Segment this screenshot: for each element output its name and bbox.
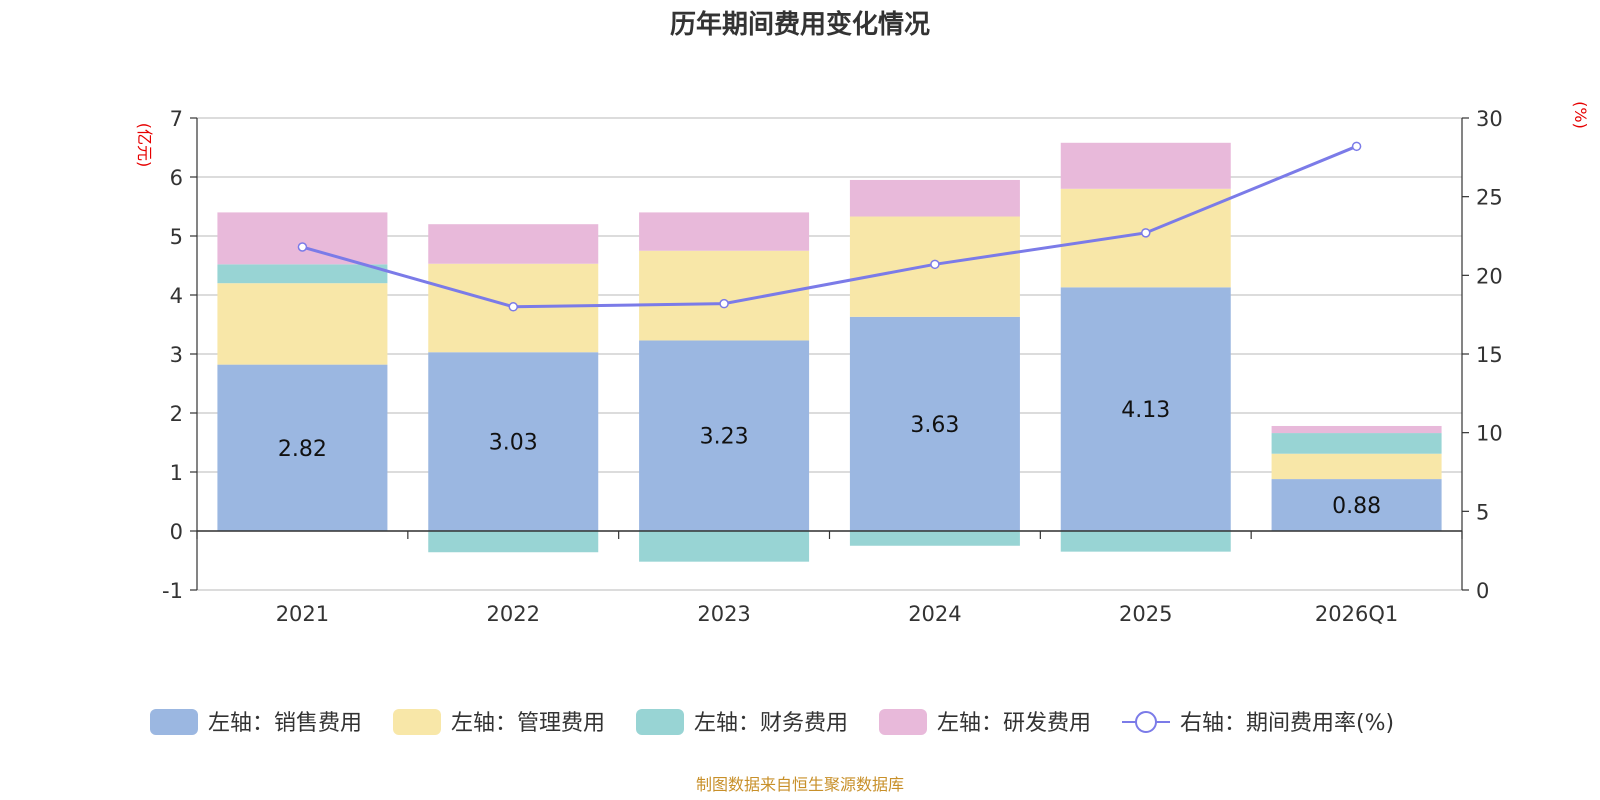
- bar-2026Q1-series-1: [1271, 453, 1442, 480]
- rate-point-2026Q1: [1351, 141, 1362, 152]
- bar-2026Q1-series-2: [1271, 433, 1442, 454]
- x-tick-label-2022: 2022: [487, 602, 540, 626]
- bar-2026Q1-series-3: [1271, 425, 1442, 434]
- x-tick-label-2026Q1: 2026Q1: [1315, 602, 1398, 626]
- right-tick-label-0: 0: [1476, 579, 1489, 603]
- legend-item-2: 左轴：财务费用: [636, 709, 848, 736]
- bar-2023-series-1: [639, 250, 810, 341]
- bar-2022-series-0: [428, 352, 599, 531]
- legend-label: 左轴：管理费用: [451, 711, 605, 736]
- right-tick-label-30: 30: [1476, 107, 1503, 131]
- bar-2026Q1-series-0: [1271, 479, 1442, 531]
- chart-title: 历年期间费用变化情况: [670, 9, 930, 40]
- left-tick-label-1: 1: [170, 461, 183, 485]
- left-tick-label-4: 4: [170, 284, 183, 308]
- bar-2025-series-0: [1060, 287, 1231, 531]
- data-label-2021: 2.82: [278, 437, 327, 462]
- legend-circle-marker: [1135, 711, 1157, 733]
- legend-swatch: [879, 709, 927, 735]
- source-note: 制图数据来自恒生聚源数据库: [696, 775, 904, 794]
- legend-item-0: 左轴：销售费用: [150, 709, 362, 736]
- left-tick-label--1: -1: [162, 579, 183, 603]
- bar-2021-series-0: [217, 364, 388, 531]
- legend-label: 左轴：财务费用: [694, 711, 848, 736]
- left-tick-label-0: 0: [170, 520, 183, 544]
- right-tick-label-10: 10: [1476, 422, 1503, 446]
- legend-label: 左轴：研发费用: [937, 711, 1091, 736]
- left-tick-label-6: 6: [170, 166, 183, 190]
- bar-2022-series-2: [428, 531, 599, 553]
- bar-2023-series-0: [639, 340, 810, 531]
- x-tick-label-2023: 2023: [697, 602, 750, 626]
- bar-2022-series-3: [428, 224, 599, 264]
- left-tick-label-5: 5: [170, 225, 183, 249]
- right-axis-unit: (%): [1571, 101, 1590, 129]
- data-label-2024: 3.63: [910, 413, 959, 438]
- legend: 左轴：销售费用 左轴：管理费用 左轴：财务费用 左轴：研发费用 右轴：期间费用率(%): [150, 709, 1394, 736]
- legend-label: 右轴：期间费用率(%): [1180, 711, 1394, 736]
- right-tick-label-5: 5: [1476, 500, 1489, 524]
- rate-point-2025: [1141, 228, 1151, 238]
- x-tick-label-2021: 2021: [276, 602, 329, 626]
- bar-2021-series-3: [217, 212, 388, 265]
- bar-2024-series-3: [849, 179, 1020, 217]
- data-label-2023: 3.23: [700, 425, 749, 450]
- legend-item-3: 左轴：研发费用: [879, 709, 1091, 736]
- data-labels: 2.82 3.03 3.23 3.63 4.13 0.88: [278, 398, 1381, 519]
- legend-swatch: [150, 709, 198, 735]
- rate-point-2024: [930, 259, 940, 270]
- bar-2021-series-2: [217, 264, 388, 284]
- x-tick-label-2024: 2024: [908, 602, 961, 626]
- left-tick-label-3: 3: [170, 343, 183, 367]
- bars: [217, 142, 1442, 562]
- rate-point-2022: [508, 302, 518, 312]
- data-label-2025: 4.13: [1121, 398, 1170, 423]
- bar-2023-series-3: [639, 212, 810, 251]
- rate-point-2021: [297, 242, 308, 252]
- bar-2023-series-2: [639, 531, 810, 562]
- bar-2025-series-1: [1060, 188, 1231, 288]
- legend-item-4: 右轴：期间费用率(%): [1122, 711, 1394, 736]
- rate-line: [297, 141, 1362, 312]
- bar-2021-series-1: [217, 283, 388, 365]
- data-label-2022: 3.03: [489, 431, 538, 456]
- rate-line-path: [302, 144, 1358, 309]
- bar-2024-series-0: [849, 316, 1020, 531]
- legend-label: 左轴：销售费用: [208, 711, 362, 736]
- legend-swatch: [636, 709, 684, 735]
- left-axis-unit: (亿元): [135, 123, 154, 168]
- left-tick-label-2: 2: [170, 402, 183, 426]
- bar-2024-series-2: [849, 531, 1020, 546]
- right-tick-label-25: 25: [1476, 186, 1503, 210]
- right-tick-label-20: 20: [1476, 264, 1503, 288]
- legend-swatch: [393, 709, 441, 735]
- data-label-2026Q1: 0.88: [1332, 494, 1381, 519]
- right-tick-label-15: 15: [1476, 343, 1503, 367]
- x-tick-label-2025: 2025: [1119, 602, 1172, 626]
- legend-item-1: 左轴：管理费用: [393, 709, 605, 736]
- bar-2025-series-3: [1060, 142, 1231, 189]
- rate-point-2023: [719, 298, 729, 309]
- left-tick-label-7: 7: [170, 107, 183, 131]
- bar-2025-series-2: [1060, 531, 1231, 552]
